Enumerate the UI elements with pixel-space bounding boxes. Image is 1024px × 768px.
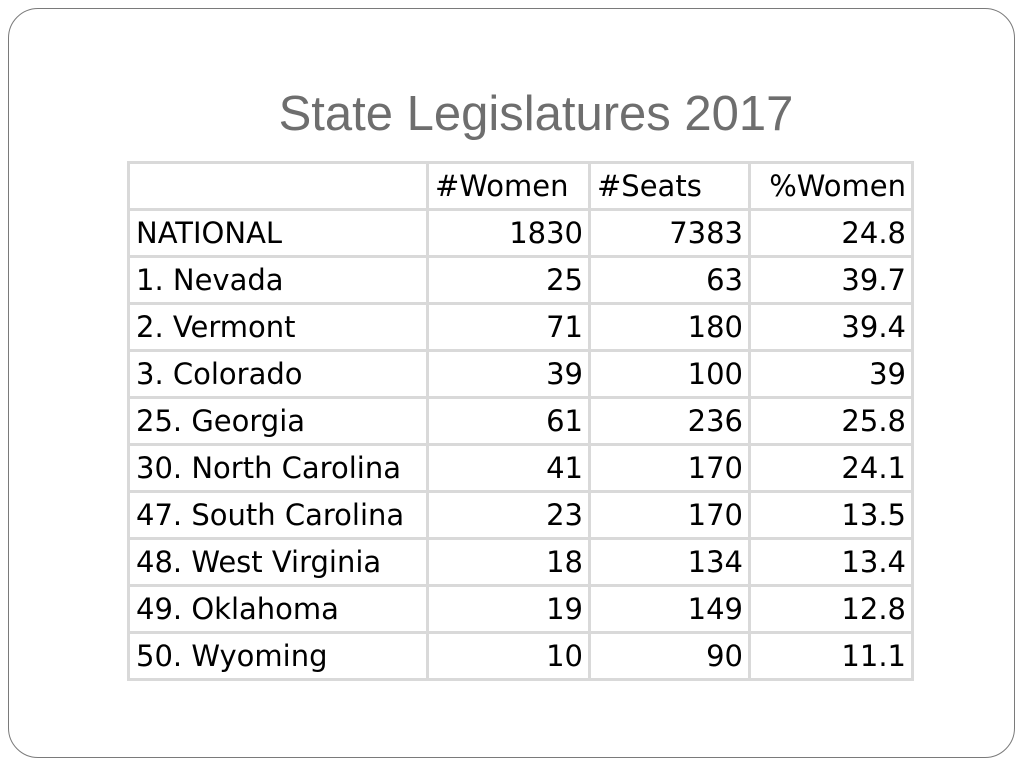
women-cell: 18 — [426, 537, 591, 587]
percent-cell: 13.5 — [748, 490, 914, 540]
table-row: 50. Wyoming 10 90 11.1 — [127, 631, 914, 681]
women-cell: 71 — [426, 302, 591, 352]
percent-cell: 39.4 — [748, 302, 914, 352]
header-cell-blank — [127, 161, 429, 211]
state-cell: NATIONAL — [127, 208, 429, 258]
table-row: 49. Oklahoma 19 149 12.8 — [127, 584, 914, 634]
state-cell: 49. Oklahoma — [127, 584, 429, 634]
state-cell: 3. Colorado — [127, 349, 429, 399]
percent-cell: 25.8 — [748, 396, 914, 446]
seats-cell: 180 — [588, 302, 751, 352]
seats-cell: 170 — [588, 443, 751, 493]
table-row: 47. South Carolina 23 170 13.5 — [127, 490, 914, 540]
seats-cell: 90 — [588, 631, 751, 681]
seats-cell: 134 — [588, 537, 751, 587]
table-row: 3. Colorado 39 100 39 — [127, 349, 914, 399]
women-cell: 25 — [426, 255, 591, 305]
legislature-table: #Women #Seats %Women NATIONAL 1830 7383 … — [127, 161, 914, 681]
state-cell: 25. Georgia — [127, 396, 429, 446]
header-cell-women: #Women — [426, 161, 591, 211]
women-cell: 41 — [426, 443, 591, 493]
seats-cell: 7383 — [588, 208, 751, 258]
percent-cell: 39 — [748, 349, 914, 399]
women-cell: 23 — [426, 490, 591, 540]
state-cell: 50. Wyoming — [127, 631, 429, 681]
women-cell: 61 — [426, 396, 591, 446]
women-cell: 19 — [426, 584, 591, 634]
women-cell: 39 — [426, 349, 591, 399]
percent-cell: 24.8 — [748, 208, 914, 258]
table-row: 48. West Virginia 18 134 13.4 — [127, 537, 914, 587]
table-row: 30. North Carolina 41 170 24.1 — [127, 443, 914, 493]
table-header-row: #Women #Seats %Women — [127, 161, 914, 211]
percent-cell: 12.8 — [748, 584, 914, 634]
women-cell: 1830 — [426, 208, 591, 258]
header-cell-seats: #Seats — [588, 161, 751, 211]
seats-cell: 100 — [588, 349, 751, 399]
state-cell: 47. South Carolina — [127, 490, 429, 540]
seats-cell: 149 — [588, 584, 751, 634]
seats-cell: 236 — [588, 396, 751, 446]
percent-cell: 24.1 — [748, 443, 914, 493]
state-cell: 48. West Virginia — [127, 537, 429, 587]
seats-cell: 63 — [588, 255, 751, 305]
header-cell-percent-women: %Women — [748, 161, 914, 211]
table-row: 2. Vermont 71 180 39.4 — [127, 302, 914, 352]
slide-title: State Legislatures 2017 — [278, 87, 794, 141]
table-row: NATIONAL 1830 7383 24.8 — [127, 208, 914, 258]
percent-cell: 13.4 — [748, 537, 914, 587]
women-cell: 10 — [426, 631, 591, 681]
table-row: 25. Georgia 61 236 25.8 — [127, 396, 914, 446]
table-row: 1. Nevada 25 63 39.7 — [127, 255, 914, 305]
percent-cell: 11.1 — [748, 631, 914, 681]
seats-cell: 170 — [588, 490, 751, 540]
state-cell: 1. Nevada — [127, 255, 429, 305]
state-cell: 2. Vermont — [127, 302, 429, 352]
state-cell: 30. North Carolina — [127, 443, 429, 493]
percent-cell: 39.7 — [748, 255, 914, 305]
